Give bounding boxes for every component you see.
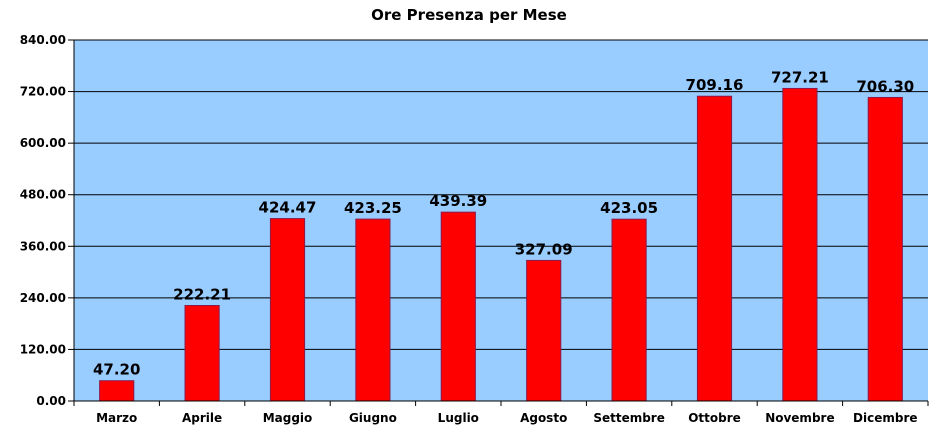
y-tick-label: 720.00 <box>20 85 66 99</box>
data-label: 327.09 <box>515 240 573 258</box>
bar-settembre <box>611 218 647 402</box>
bar-giugno <box>355 218 391 402</box>
x-tick-label: Ottobre <box>688 411 741 425</box>
y-tick-label: 840.00 <box>20 33 66 47</box>
data-label: 222.21 <box>173 286 231 304</box>
axes <box>68 39 929 406</box>
y-tick-label: 480.00 <box>20 188 66 202</box>
y-tick-label: 240.00 <box>20 291 66 305</box>
data-label: 47.20 <box>93 361 140 379</box>
y-tick-label: 120.00 <box>20 342 66 356</box>
data-label: 423.05 <box>600 199 658 217</box>
data-label: 727.21 <box>771 68 829 86</box>
data-label: 424.47 <box>259 199 317 217</box>
bar-marzo <box>99 380 135 402</box>
data-label: 706.30 <box>856 77 914 95</box>
bar-aprile <box>184 305 220 402</box>
x-tick-label: Dicembre <box>853 411 917 425</box>
x-tick-label: Aprile <box>182 411 222 425</box>
data-label: 709.16 <box>686 76 744 94</box>
bar-luglio <box>440 211 476 402</box>
x-tick-label: Agosto <box>520 411 567 425</box>
bar-ottobre <box>696 95 733 402</box>
y-tick-label: 360.00 <box>20 239 66 253</box>
x-tick-label: Maggio <box>263 411 313 425</box>
data-label: 439.39 <box>429 192 487 210</box>
bar-novembre <box>782 87 818 402</box>
x-tick-label: Luglio <box>438 411 479 425</box>
bars <box>99 87 903 402</box>
x-tick-label: Settembre <box>593 411 665 425</box>
bar-agosto <box>526 259 562 402</box>
data-label: 423.25 <box>344 199 402 217</box>
y-tick-label: 0.00 <box>36 394 66 408</box>
x-tick-label: Novembre <box>765 411 834 425</box>
labels: 0.00 120.00 240.00 360.00 480.00 600.00 720.00… <box>20 33 918 425</box>
y-tick-label: 600.00 <box>20 136 66 150</box>
bar-maggio <box>269 218 306 402</box>
bar-dicembre <box>867 96 903 402</box>
x-tick-label: Marzo <box>96 411 137 425</box>
x-tick-label: Giugno <box>349 411 397 425</box>
chart-title: Ore Presenza per Mese <box>371 6 567 24</box>
